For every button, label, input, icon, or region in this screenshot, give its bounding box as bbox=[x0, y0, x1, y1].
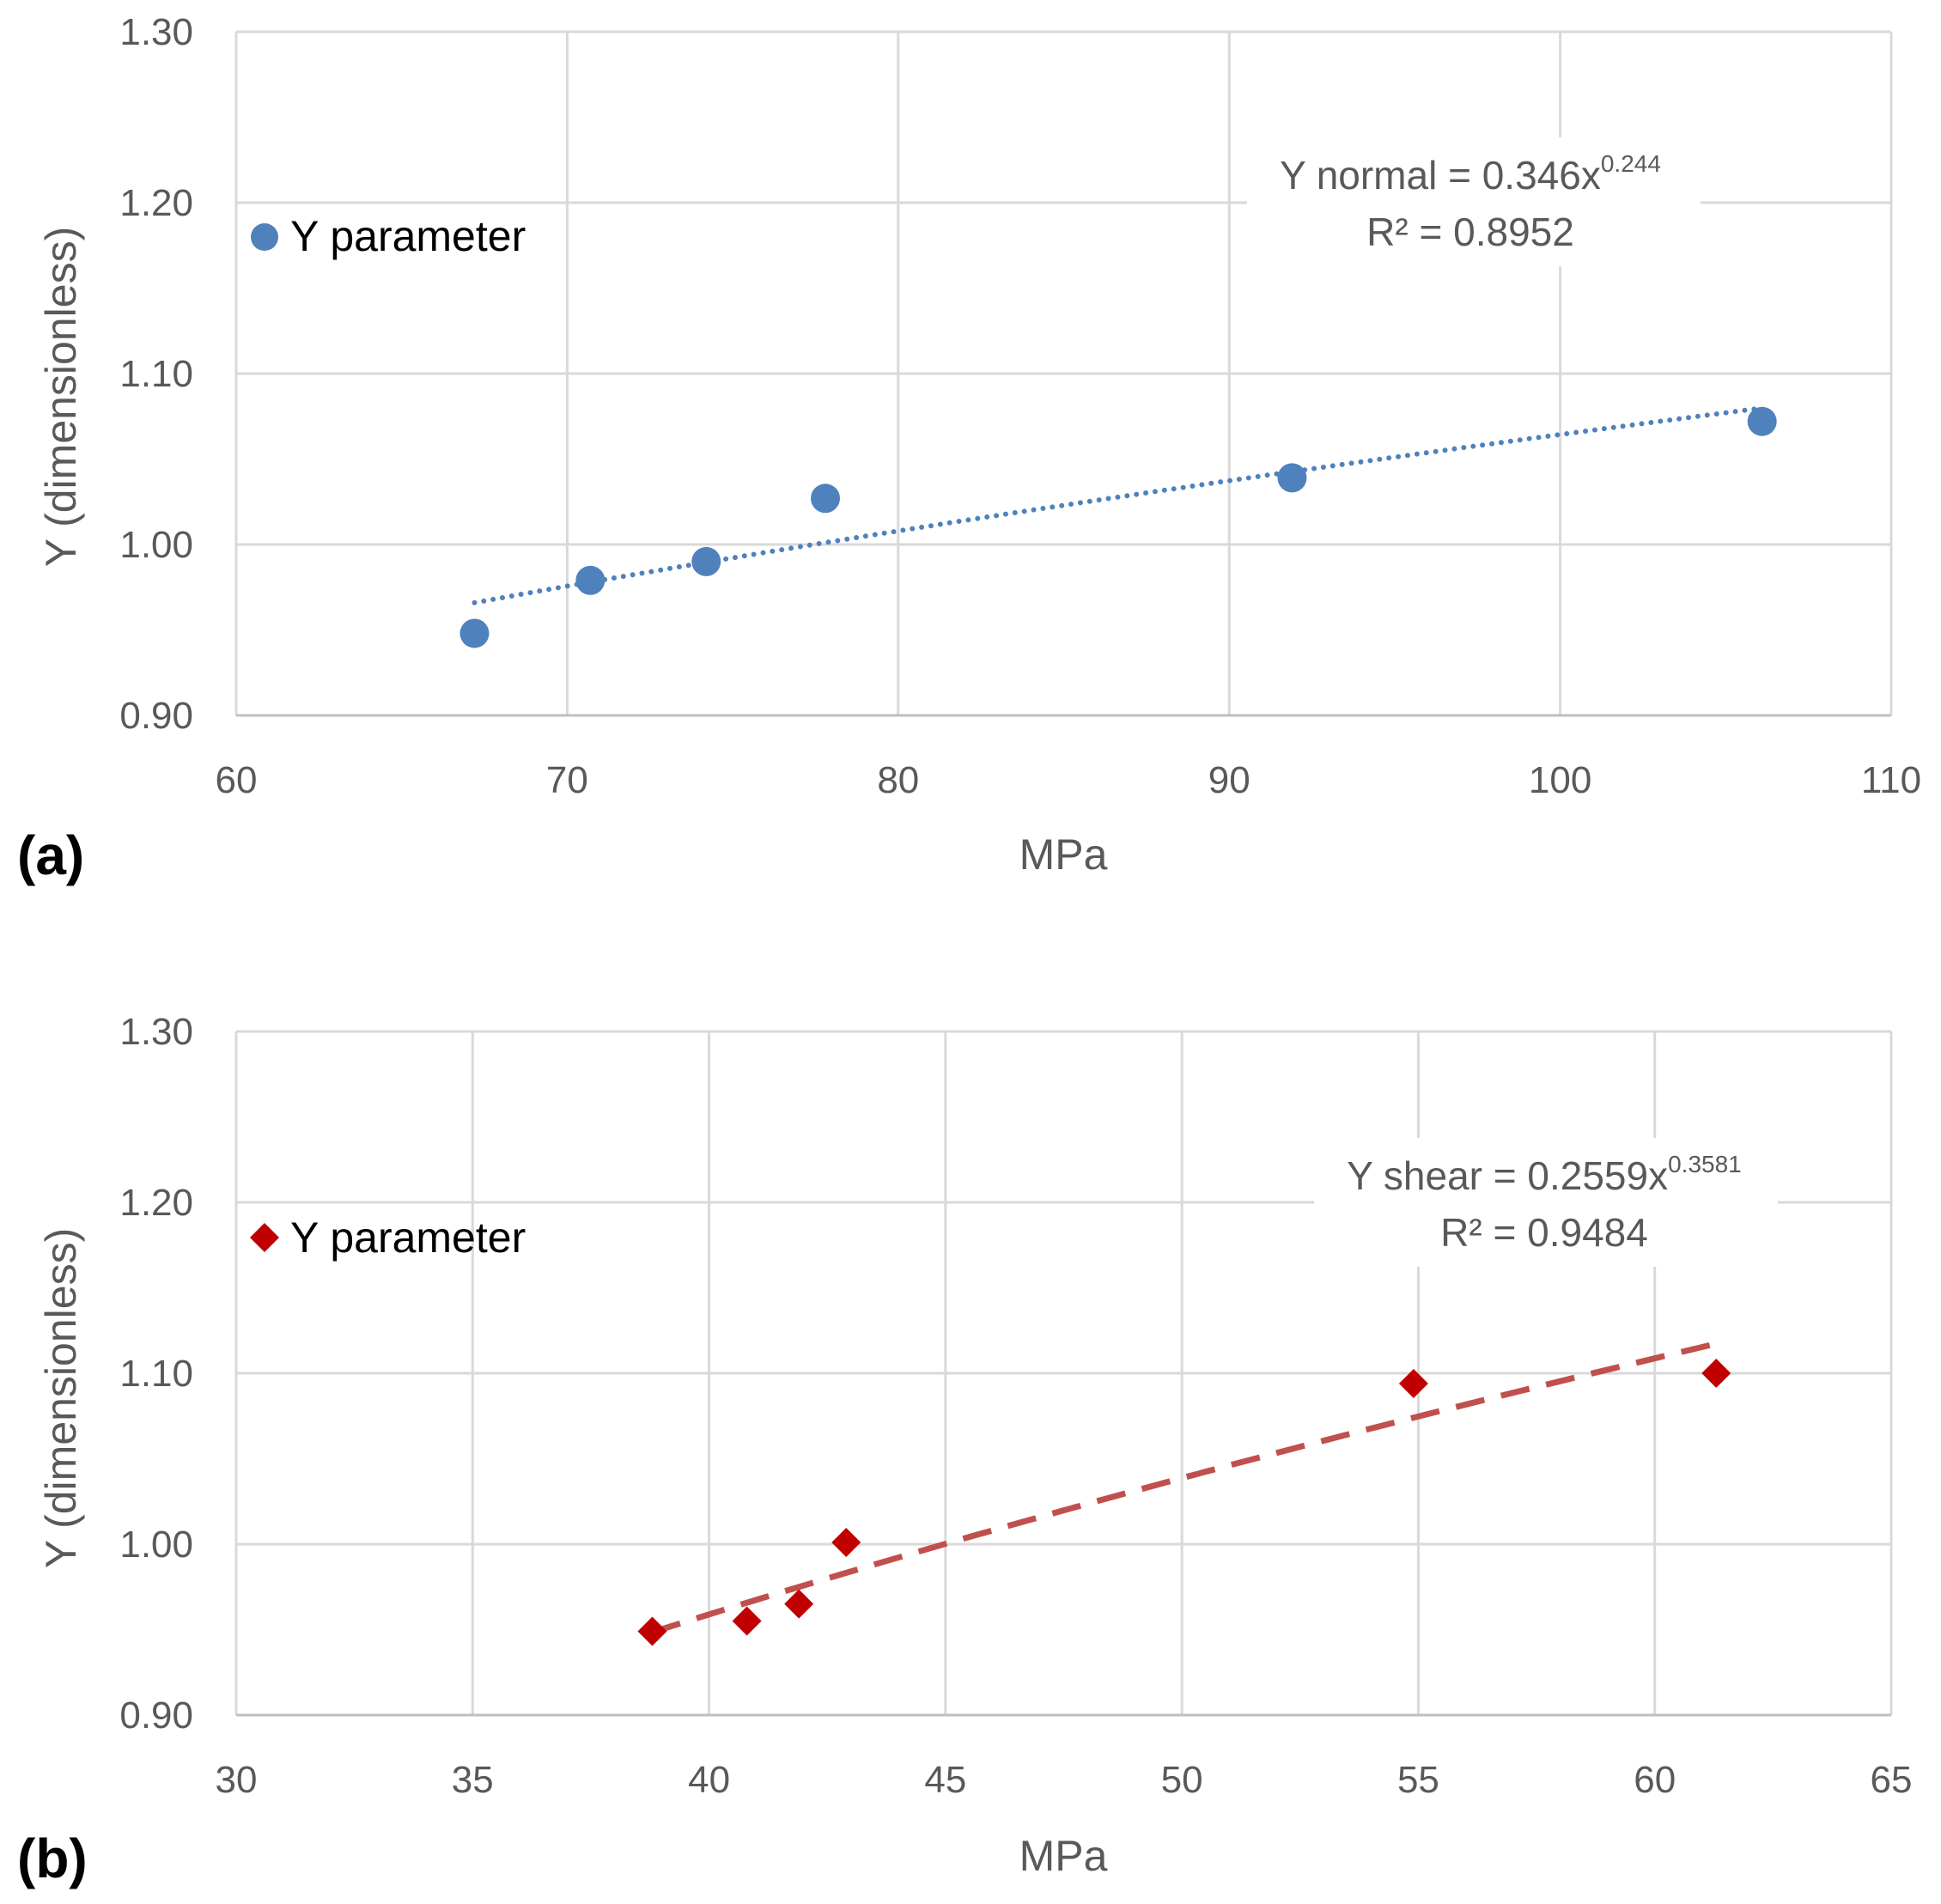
x-axis-title: MPa bbox=[1019, 830, 1108, 879]
trendline-equation: Y normal = 0.346x0.244 R² = 0.8952 bbox=[1247, 137, 1701, 266]
y-tick-labels: 0.90 1.00 1.10 1.20 1.30 bbox=[119, 11, 193, 737]
y-tick-label: 1.10 bbox=[119, 1353, 193, 1395]
data-point bbox=[637, 1616, 667, 1646]
grid-y-lines bbox=[236, 30, 1891, 546]
x-tick-label: 80 bbox=[877, 759, 919, 801]
x-tick-label: 65 bbox=[1871, 1759, 1913, 1801]
data-point bbox=[459, 618, 490, 648]
data-point bbox=[831, 1528, 861, 1558]
trendline-path bbox=[472, 405, 1765, 605]
y-axis-title: Y (dimensionless) bbox=[37, 1228, 85, 1568]
y-tick-label: 1.30 bbox=[119, 11, 193, 53]
legend-marker-circle bbox=[251, 223, 278, 251]
y-tick-label: 1.10 bbox=[119, 353, 193, 395]
equation-text: Y normal = 0.346x0.244 bbox=[1280, 150, 1661, 198]
data-point bbox=[732, 1606, 762, 1636]
equation-background bbox=[1314, 1138, 1778, 1267]
data-point bbox=[691, 546, 721, 576]
x-tick-label: 70 bbox=[546, 759, 588, 801]
legend: Y parameter bbox=[251, 212, 526, 260]
r-squared-text: R² = 0.8952 bbox=[1366, 210, 1574, 254]
x-axis-title: MPa bbox=[1019, 1832, 1108, 1880]
data-point bbox=[1701, 1359, 1731, 1388]
equation-text: Y shear = 0.2559x0.3581 bbox=[1347, 1151, 1741, 1198]
trendline bbox=[472, 405, 1765, 605]
r-squared-text: R² = 0.9484 bbox=[1440, 1210, 1648, 1255]
x-tick-label: 45 bbox=[924, 1759, 966, 1801]
y-tick-label: 1.00 bbox=[119, 1524, 193, 1566]
y-axis-title: Y (dimensionless) bbox=[37, 227, 85, 567]
x-tick-labels: 30 35 40 45 50 55 60 65 bbox=[216, 1759, 1913, 1801]
x-tick-label: 55 bbox=[1397, 1759, 1439, 1801]
y-tick-label: 0.90 bbox=[119, 1694, 193, 1737]
x-tick-label: 35 bbox=[452, 1759, 494, 1801]
data-point bbox=[575, 565, 605, 595]
x-tick-label: 40 bbox=[688, 1759, 730, 1801]
x-tick-label: 60 bbox=[216, 759, 258, 801]
y-tick-label: 0.90 bbox=[119, 695, 193, 737]
x-tick-label: 50 bbox=[1161, 1759, 1203, 1801]
chart-panel-b: 30 35 40 45 50 55 60 65 0.90 1.00 1.10 1.20 1.30 MP… bbox=[17, 1011, 1912, 1889]
data-point bbox=[1277, 463, 1307, 493]
x-tick-label: 100 bbox=[1529, 759, 1591, 801]
x-tick-label: 110 bbox=[1861, 759, 1921, 801]
data-point bbox=[784, 1589, 814, 1619]
y-tick-label: 1.00 bbox=[119, 524, 193, 566]
y-tick-label: 1.30 bbox=[119, 1011, 193, 1053]
data-points bbox=[459, 406, 1777, 648]
x-tick-label: 60 bbox=[1634, 1759, 1676, 1801]
trendline-equation: Y shear = 0.2559x0.3581 R² = 0.9484 bbox=[1314, 1138, 1778, 1267]
legend-label: Y parameter bbox=[290, 1214, 526, 1262]
x-tick-label: 90 bbox=[1208, 759, 1250, 801]
y-tick-labels: 0.90 1.00 1.10 1.20 1.30 bbox=[119, 1011, 193, 1737]
equation-background bbox=[1247, 137, 1701, 266]
y-tick-label: 1.20 bbox=[119, 182, 193, 224]
legend: Y parameter bbox=[250, 1214, 526, 1262]
panel-label-a: (a) bbox=[17, 824, 84, 886]
y-tick-label: 1.20 bbox=[119, 1182, 193, 1224]
data-point bbox=[811, 484, 841, 514]
panel-label-b: (b) bbox=[17, 1828, 88, 1889]
x-tick-labels: 60 70 80 90 100 110 bbox=[216, 759, 1922, 801]
legend-label: Y parameter bbox=[290, 212, 526, 260]
legend-marker-diamond bbox=[250, 1223, 279, 1252]
data-point bbox=[1747, 406, 1777, 436]
grid-y-lines bbox=[236, 1030, 1891, 1546]
x-tick-label: 30 bbox=[216, 1759, 258, 1801]
trendline-path bbox=[651, 1341, 1718, 1635]
data-points bbox=[637, 1359, 1731, 1646]
trendline bbox=[651, 1341, 1718, 1635]
data-point bbox=[1398, 1368, 1428, 1398]
chart-panel-a: 60 70 80 90 100 110 0.901.001.101.201.30 MPa … bbox=[17, 11, 1921, 886]
